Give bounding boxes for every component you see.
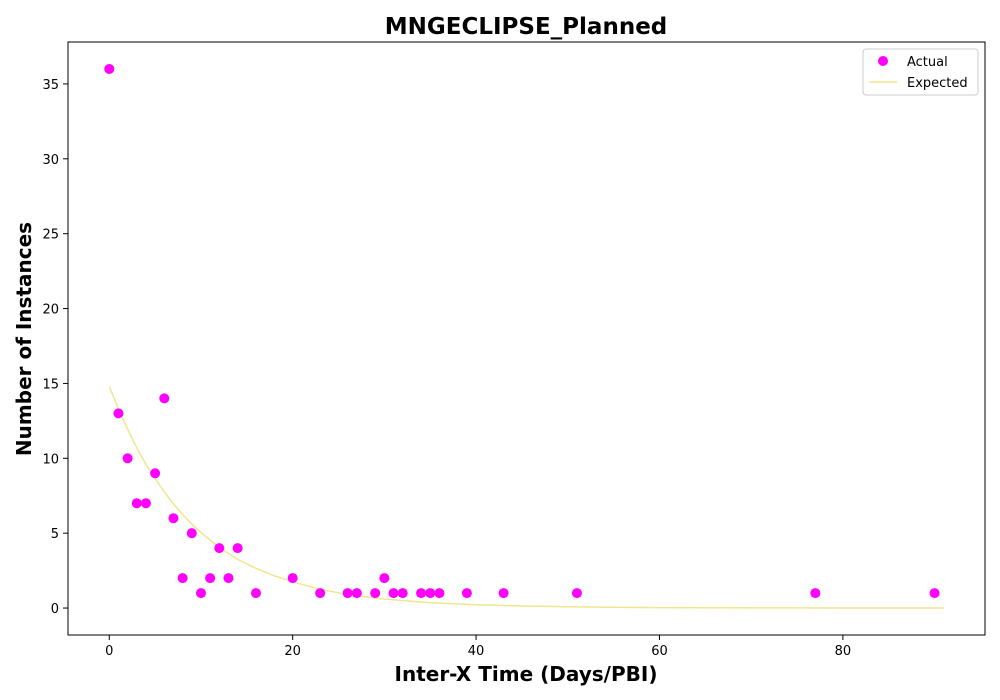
chart-title: MNGECLIPSE_Planned bbox=[385, 14, 668, 40]
actual-data-point bbox=[434, 588, 445, 599]
y-axis-label: Number of Instances bbox=[12, 222, 36, 456]
legend-marker-actual bbox=[878, 56, 888, 66]
actual-data-point bbox=[214, 543, 225, 554]
actual-data-point bbox=[379, 573, 390, 584]
actual-data-point bbox=[150, 468, 161, 479]
actual-data-point bbox=[104, 63, 115, 74]
actual-data-point bbox=[122, 453, 133, 464]
actual-data-point bbox=[223, 573, 234, 584]
actual-data-point bbox=[370, 588, 381, 599]
x-tick-label: 80 bbox=[835, 644, 852, 659]
actual-data-point bbox=[140, 498, 151, 509]
actual-data-point bbox=[205, 573, 216, 584]
actual-data-point bbox=[498, 588, 509, 599]
x-tick-label: 20 bbox=[284, 644, 301, 659]
y-tick-label: 20 bbox=[42, 303, 59, 318]
actual-data-point bbox=[416, 588, 427, 599]
actual-data-point bbox=[186, 528, 197, 539]
actual-data-point bbox=[810, 588, 821, 599]
actual-data-point bbox=[397, 588, 408, 599]
legend-label-actual: Actual bbox=[907, 55, 948, 70]
x-axis: 0 20 40 60 80 bbox=[105, 635, 851, 659]
x-axis-label: Inter-X Time (Days/PBI) bbox=[395, 662, 658, 686]
y-tick-label: 25 bbox=[42, 228, 59, 243]
actual-data-point bbox=[195, 588, 206, 599]
actual-data-point bbox=[250, 588, 261, 599]
actual-data-point bbox=[351, 588, 362, 599]
legend-box bbox=[862, 48, 979, 96]
actual-data-point bbox=[168, 513, 179, 524]
actual-data-point bbox=[177, 573, 188, 584]
x-tick-label: 40 bbox=[468, 644, 485, 659]
y-tick-label: 10 bbox=[42, 452, 59, 467]
actual-data-point bbox=[425, 588, 436, 599]
actual-data-point bbox=[929, 588, 940, 599]
actual-data-point bbox=[131, 498, 142, 509]
actual-data-point bbox=[287, 573, 298, 584]
expected-series-line bbox=[108, 386, 944, 609]
x-tick-label: 60 bbox=[651, 644, 668, 659]
actual-data-point bbox=[461, 588, 472, 599]
actual-data-point bbox=[342, 588, 353, 599]
actual-data-point bbox=[315, 588, 326, 599]
y-tick-label: 15 bbox=[42, 377, 59, 392]
y-tick-label: 35 bbox=[42, 78, 59, 93]
y-tick-label: 0 bbox=[51, 602, 59, 617]
actual-data-point bbox=[388, 588, 399, 599]
y-tick-label: 5 bbox=[51, 527, 59, 542]
actual-data-point bbox=[232, 543, 243, 554]
legend-label-expected: Expected bbox=[907, 76, 968, 91]
y-tick-label: 30 bbox=[42, 153, 59, 168]
y-axis: 0 5 10 15 20 25 30 35 bbox=[42, 78, 68, 617]
actual-data-point bbox=[571, 588, 582, 599]
actual-data-point bbox=[113, 408, 124, 419]
actual-data-point bbox=[159, 393, 170, 404]
legend: Actual Expected bbox=[862, 48, 979, 96]
plot-area bbox=[67, 41, 986, 636]
x-tick-label: 0 bbox=[105, 644, 113, 659]
plot-content bbox=[104, 63, 944, 609]
